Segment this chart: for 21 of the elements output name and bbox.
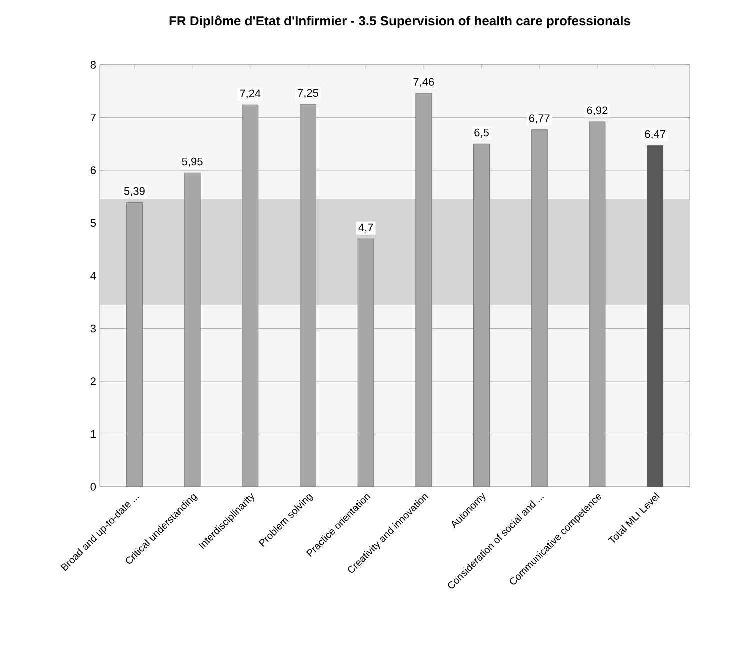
y-tick-label: 5	[90, 219, 96, 228]
bar	[647, 146, 664, 488]
data-label: 5,39	[124, 187, 145, 196]
data-label: 7,24	[240, 90, 261, 99]
data-label: 6,77	[529, 114, 550, 124]
data-label: 7,25	[298, 89, 318, 98]
y-tick-label: 3	[90, 324, 96, 333]
data-label: 6,92	[587, 106, 608, 116]
y-tick-label: 7	[90, 114, 96, 122]
data-label: 5,95	[182, 158, 203, 167]
chart-title: FR Diplôme d'Etat d'Infirmier - 3.5 Supervision of health care professionals	[170, 16, 630, 28]
data-label: 6,5	[474, 128, 489, 138]
y-tick-label: 4	[90, 272, 96, 280]
y-tick-label: 8	[90, 61, 96, 69]
data-label: 6,47	[645, 130, 666, 140]
y-tick-label: 0	[90, 483, 96, 491]
data-label: 7,46	[414, 78, 434, 88]
data-label: 4,7	[358, 224, 374, 233]
y-tick-label: 2	[90, 378, 96, 386]
y-tick-label: 1	[91, 430, 96, 438]
y-tick-label: 6	[90, 166, 96, 174]
